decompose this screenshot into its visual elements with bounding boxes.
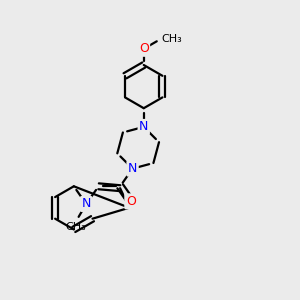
Text: O: O <box>139 42 149 55</box>
Text: N: N <box>128 162 137 175</box>
Text: O: O <box>126 195 136 208</box>
Text: N: N <box>82 197 91 211</box>
Text: CH₃: CH₃ <box>65 222 86 232</box>
Text: CH₃: CH₃ <box>162 34 182 44</box>
Text: N: N <box>139 120 148 134</box>
